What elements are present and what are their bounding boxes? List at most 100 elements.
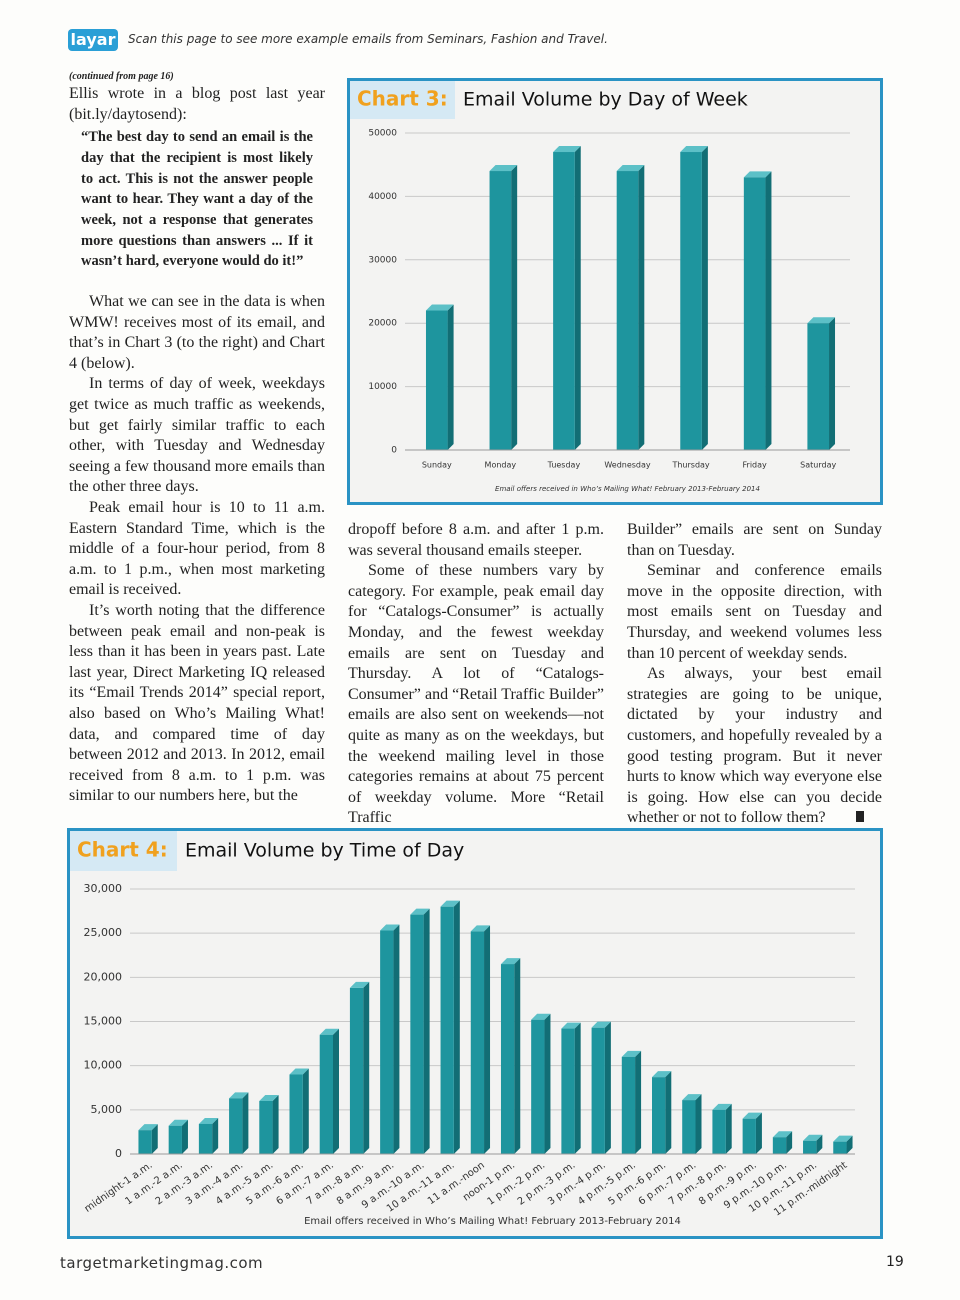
bar	[470, 931, 485, 1154]
bar	[319, 1034, 333, 1154]
bar	[410, 914, 424, 1154]
bar-top	[289, 1068, 309, 1075]
bar-side	[665, 1071, 672, 1154]
paragraph: Peak email hour is 10 to 11 a.m. Eastern…	[69, 499, 325, 599]
right-column: Builder” emails are sent on Sunday than …	[627, 520, 882, 829]
bar	[743, 177, 766, 450]
bar-side	[393, 924, 400, 1154]
chart-label-box	[70, 831, 177, 871]
bar-top	[259, 1095, 279, 1101]
bar-side	[484, 925, 491, 1154]
bar	[803, 1140, 817, 1154]
quote: “The best day to send an email is the da…	[81, 129, 313, 270]
bar	[553, 152, 575, 450]
y-tick-label: 20000	[368, 319, 397, 329]
bar-top	[553, 146, 581, 153]
x-tick-label: Saturday	[800, 461, 836, 470]
y-tick-label: 30,000	[84, 882, 123, 895]
bar-side	[333, 1028, 339, 1154]
bar	[531, 1019, 545, 1154]
bar-top	[349, 981, 370, 988]
left-column: (continued from page 16) Ellis wrote in …	[69, 70, 325, 807]
bar-top	[138, 1124, 158, 1131]
bar-top	[229, 1092, 249, 1099]
logo: layar	[68, 29, 118, 51]
bar	[289, 1074, 303, 1154]
bar	[772, 1137, 787, 1154]
chart-title: Email Volume by Day of Week	[463, 89, 748, 111]
bar-side	[638, 165, 645, 450]
bar	[425, 310, 448, 450]
bar	[561, 1028, 575, 1154]
bar-top	[616, 165, 645, 172]
y-tick-label: 5,000	[91, 1103, 123, 1116]
bar-side	[725, 1103, 732, 1154]
footer-site: targetmarketingmag.com	[60, 1254, 264, 1272]
bar	[621, 1056, 636, 1154]
y-tick-label: 0	[391, 446, 397, 456]
bar	[489, 171, 512, 450]
paragraph: Some of these numbers vary by category. …	[348, 562, 604, 827]
bar-side	[511, 165, 518, 450]
bar-top	[531, 1013, 551, 1020]
x-tick-label: Tuesday	[547, 461, 581, 470]
bar	[807, 323, 830, 450]
bar	[591, 1027, 605, 1154]
intro: Ellis wrote in a blog post last year (bi…	[69, 85, 325, 123]
bar	[138, 1130, 152, 1154]
paragraph: Builder” emails are sent on Sunday than …	[627, 521, 882, 559]
bar	[259, 1101, 273, 1154]
bar-top	[168, 1119, 188, 1126]
bar-side	[363, 981, 370, 1154]
bar-top	[833, 1135, 853, 1142]
bar-top	[440, 900, 460, 907]
bar	[712, 1109, 726, 1154]
x-tick-label: Wednesday	[604, 461, 651, 470]
header-text: Scan this page to see more example email…	[128, 32, 608, 46]
bar	[833, 1141, 847, 1154]
bar-side	[453, 900, 460, 1154]
bar	[616, 171, 639, 450]
chart-title: Email Volume by Time of Day	[185, 840, 464, 862]
chart-3: Chart 3: Email Volume by Day of Week 0 1000…	[347, 78, 883, 505]
bar-top	[682, 1094, 702, 1101]
bar-side	[212, 1117, 219, 1154]
y-tick-label: 15,000	[84, 1015, 123, 1028]
x-tick-label: Monday	[485, 461, 517, 470]
y-tick-label: 30000	[368, 255, 397, 265]
bar-side	[544, 1013, 551, 1154]
y-tick-label: 10000	[368, 382, 397, 392]
bar-side	[242, 1092, 249, 1154]
y-tick-label: 20,000	[84, 970, 123, 983]
bar	[168, 1125, 182, 1154]
bar-side	[272, 1095, 279, 1154]
paragraph: What we can see in the data is when WMW!…	[69, 293, 325, 372]
bar-top	[807, 317, 836, 324]
bar-top	[319, 1028, 339, 1035]
chart-4: Chart 4: Email Volume by Time of Day 0 5,00…	[67, 828, 883, 1239]
bar-top	[743, 171, 772, 178]
bar-side	[604, 1021, 611, 1154]
y-tick-label: 0	[115, 1147, 122, 1160]
bar-top	[652, 1071, 672, 1078]
bar-top	[591, 1021, 611, 1028]
bar-side	[846, 1135, 853, 1154]
bar-side	[695, 1094, 702, 1154]
page-number: 19	[886, 1254, 904, 1270]
bar-side	[701, 146, 708, 450]
bar-side	[786, 1131, 793, 1154]
paragraph: Seminar and conference emails move in th…	[627, 562, 882, 662]
bar-side	[816, 1134, 823, 1154]
bar	[680, 152, 702, 450]
middle-column: dropoff before 8 a.m. and after 1 p.m. w…	[348, 520, 604, 829]
x-tick-label: Friday	[743, 461, 768, 470]
y-tick-label: 40000	[368, 192, 397, 202]
column-text: What we can see in the data is when WMW!…	[69, 292, 325, 807]
bar-side	[151, 1124, 158, 1154]
bar-top	[489, 165, 518, 172]
chart-label: Chart 3:	[357, 87, 448, 111]
bar-top	[621, 1050, 642, 1057]
bar-top	[561, 1022, 581, 1029]
bar	[500, 964, 515, 1154]
